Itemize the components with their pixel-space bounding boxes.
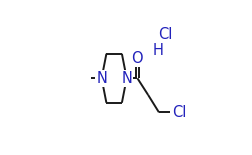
Text: N: N [121, 71, 132, 86]
Text: Cl: Cl [171, 105, 185, 120]
Text: N: N [96, 71, 107, 86]
Text: H: H [152, 43, 163, 58]
Text: Cl: Cl [158, 27, 172, 42]
Text: O: O [131, 51, 143, 66]
